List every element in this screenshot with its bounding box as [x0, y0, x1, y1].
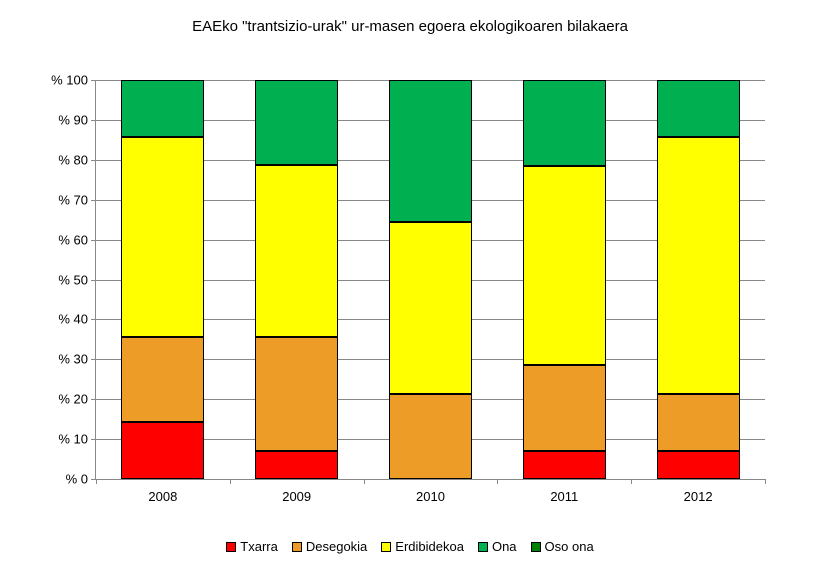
bar-segment-desegokia [121, 337, 204, 422]
y-tick-label: % 70 [58, 192, 96, 207]
bar-segment-erdibidekoa [657, 137, 740, 394]
bar-segment-txarra [523, 451, 606, 479]
bar-segment-desegokia [657, 394, 740, 451]
legend-swatch [226, 542, 236, 552]
x-tick-label: 2012 [684, 479, 713, 504]
y-tick-label: % 40 [58, 312, 96, 327]
bar-group [255, 80, 338, 479]
y-tick-label: % 90 [58, 112, 96, 127]
y-tick-label: % 20 [58, 392, 96, 407]
x-tick-label: 2010 [416, 479, 445, 504]
legend-item-erdibidekoa: Erdibidekoa [381, 539, 464, 554]
bar-group [389, 80, 472, 479]
legend: Txarra Desegokia Erdibidekoa Ona Oso ona [0, 539, 820, 554]
legend-item-desegokia: Desegokia [292, 539, 367, 554]
legend-item-txarra: Txarra [226, 539, 278, 554]
x-tick-mark [765, 479, 766, 484]
chart-container: EAEko "trantsizio-urak" ur-masen egoera … [0, 0, 820, 569]
chart-title: EAEko "trantsizio-urak" ur-masen egoera … [0, 18, 820, 35]
bar-segment-txarra [121, 422, 204, 479]
legend-swatch [292, 542, 302, 552]
x-tick-mark [96, 479, 97, 484]
y-tick-label: % 50 [58, 272, 96, 287]
x-tick-label: 2009 [282, 479, 311, 504]
legend-swatch [531, 542, 541, 552]
bar-segment-desegokia [523, 365, 606, 450]
x-tick-mark [364, 479, 365, 484]
bar-segment-ona [121, 80, 204, 137]
y-tick-label: % 0 [66, 472, 96, 487]
bar-segment-erdibidekoa [389, 222, 472, 393]
bar-segment-erdibidekoa [523, 166, 606, 366]
legend-item-ona: Ona [478, 539, 517, 554]
x-tick-label: 2011 [550, 479, 578, 504]
legend-swatch [381, 542, 391, 552]
bar-group [657, 80, 740, 479]
x-tick-mark [230, 479, 231, 484]
legend-label: Desegokia [306, 539, 367, 554]
legend-label: Txarra [240, 539, 278, 554]
x-tick-mark [631, 479, 632, 484]
legend-label: Ona [492, 539, 517, 554]
bar-group [121, 80, 204, 479]
y-tick-label: % 30 [58, 352, 96, 367]
plot-area: % 0% 10% 20% 30% 40% 50% 60% 70% 80% 90%… [95, 80, 765, 480]
bar-segment-erdibidekoa [121, 137, 204, 337]
y-tick-label: % 10 [58, 432, 96, 447]
bar-segment-txarra [255, 451, 338, 479]
y-tick-label: % 80 [58, 152, 96, 167]
legend-swatch [478, 542, 488, 552]
bar-segment-ona [255, 80, 338, 165]
bar-segment-desegokia [389, 394, 472, 479]
legend-label: Erdibidekoa [395, 539, 464, 554]
x-tick-mark [497, 479, 498, 484]
bar-segment-desegokia [255, 337, 338, 451]
bar-segment-ona [523, 80, 606, 165]
legend-item-oso_ona: Oso ona [531, 539, 594, 554]
legend-label: Oso ona [545, 539, 594, 554]
y-tick-label: % 100 [51, 73, 96, 88]
x-tick-label: 2008 [148, 479, 177, 504]
bar-segment-erdibidekoa [255, 165, 338, 336]
bar-segment-txarra [657, 451, 740, 479]
y-tick-label: % 60 [58, 232, 96, 247]
bar-segment-ona [389, 80, 472, 222]
bar-segment-ona [657, 80, 740, 137]
bar-group [523, 80, 606, 479]
